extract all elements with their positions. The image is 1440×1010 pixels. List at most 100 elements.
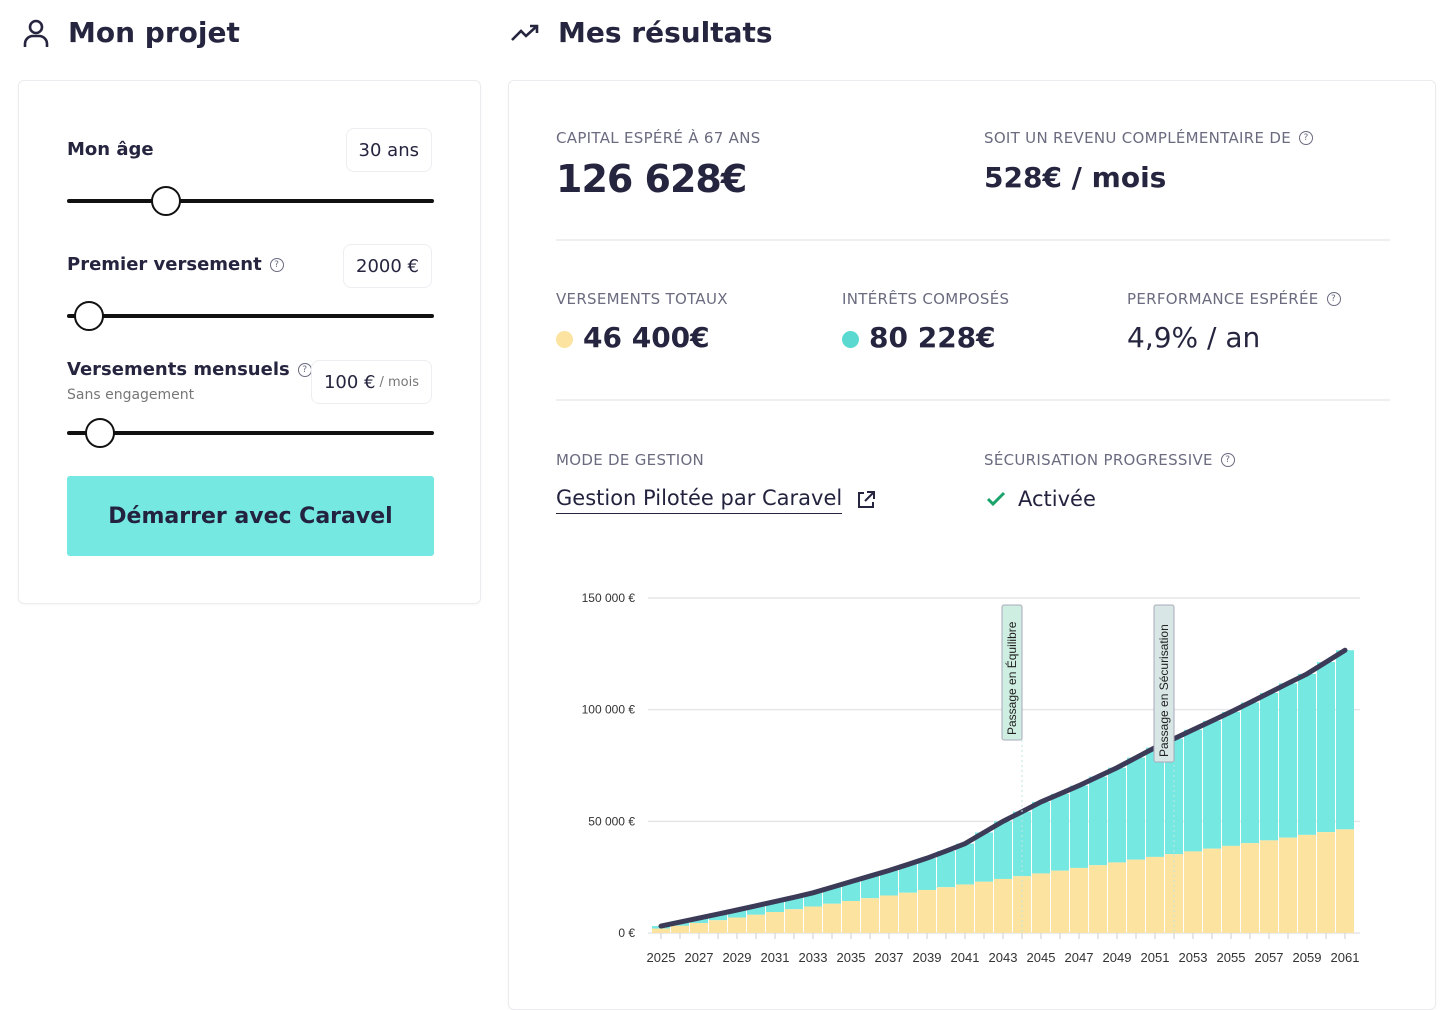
x-tick-label: 2051 — [1141, 950, 1170, 965]
bar-versements — [1184, 851, 1202, 933]
bar-versements — [1279, 837, 1297, 933]
bar-versements — [785, 909, 803, 933]
results-title: Mes résultats — [558, 16, 773, 49]
versements-mensuels-thumb[interactable] — [85, 418, 116, 448]
external-link-icon[interactable] — [856, 490, 876, 510]
bar-interets — [1279, 683, 1297, 838]
annotation-label: Passage en Sécurisation — [1157, 624, 1171, 757]
mode-text[interactable]: Gestion Pilotée par Caravel — [556, 486, 843, 514]
bar-interets — [1184, 729, 1202, 852]
bar-interets — [1336, 650, 1354, 830]
age-input[interactable]: 30 ans — [345, 128, 432, 172]
mensuels-value: 100 € — [323, 371, 376, 393]
x-tick-label: 2043 — [989, 950, 1018, 965]
premier-versement-input[interactable]: 2000 € — [343, 244, 432, 288]
mode-link[interactable]: Gestion Pilotée par Caravel — [556, 486, 876, 514]
x-tick-label: 2047 — [1065, 950, 1094, 965]
age-slider[interactable] — [67, 186, 434, 216]
bar-interets — [823, 887, 841, 904]
sans-engagement: Sans engagement — [67, 387, 195, 403]
bar-versements — [899, 892, 917, 933]
trending-up-icon — [511, 24, 539, 41]
age-label: Mon âge — [67, 139, 154, 160]
bar-versements — [1089, 865, 1107, 933]
x-tick-label: 2039 — [913, 950, 942, 965]
bar-versements — [994, 878, 1012, 933]
bar-versements — [823, 903, 841, 933]
versements-dot — [556, 330, 573, 348]
premier-versement-slider[interactable] — [67, 301, 434, 331]
x-tick-label: 2025 — [647, 950, 676, 965]
bar-interets — [937, 851, 955, 888]
bar-interets — [747, 905, 765, 915]
mode-label: MODE DE GESTION — [556, 451, 705, 469]
bar-interets — [1013, 811, 1031, 877]
total-line — [658, 647, 1348, 929]
bar-versements — [1203, 848, 1221, 933]
interets-dot — [842, 330, 859, 348]
capital-label: CAPITAL ESPÉRÉ À 67 ANS — [556, 129, 761, 147]
bar-interets — [1051, 793, 1069, 871]
bar-versements — [1146, 856, 1164, 933]
perf-label: PERFORMANCE ESPÉRÉE? — [1127, 290, 1341, 308]
premier-versement-thumb[interactable] — [74, 301, 105, 331]
annotation-box — [1001, 604, 1023, 741]
capital-value: 126 628€ — [556, 157, 747, 201]
bar-versements — [1241, 843, 1259, 933]
mes-resultats-header: Mes résultats — [510, 16, 773, 49]
bar-interets — [709, 914, 727, 921]
y-tick-label: 100 000 € — [582, 703, 636, 717]
bar-interets — [728, 909, 746, 918]
bar-versements — [652, 928, 670, 933]
premier-versement-label: Premier versement? — [67, 254, 284, 275]
x-tick-label: 2037 — [875, 950, 904, 965]
secu-label: SÉCURISATION PROGRESSIVE? — [984, 451, 1235, 469]
start-caravel-button[interactable]: Démarrer avec Caravel — [67, 476, 434, 556]
x-tick-label: 2045 — [1027, 950, 1056, 965]
help-icon[interactable]: ? — [1326, 292, 1341, 306]
bar-versements — [918, 889, 936, 933]
x-tick-label: 2031 — [761, 950, 790, 965]
annotation-box — [1153, 604, 1175, 763]
secu-status: Activée — [986, 487, 1096, 511]
x-tick-label: 2055 — [1217, 950, 1246, 965]
bar-versements — [709, 920, 727, 933]
bar-versements — [937, 887, 955, 933]
y-tick-label: 150 000 € — [582, 591, 636, 605]
perf-label-text: PERFORMANCE ESPÉRÉE — [1127, 290, 1319, 308]
bar-interets — [1260, 692, 1278, 841]
bar-versements — [1051, 870, 1069, 933]
bar-versements — [690, 923, 708, 933]
page-title: Mon projet — [68, 16, 240, 49]
bar-interets — [1317, 662, 1335, 833]
help-icon[interactable]: ? — [1220, 453, 1235, 467]
bar-versements — [671, 925, 689, 933]
secu-label-text: SÉCURISATION PROGRESSIVE — [984, 451, 1213, 469]
bar-interets — [918, 858, 936, 890]
bar-interets — [1146, 747, 1164, 857]
bar-interets — [1203, 720, 1221, 849]
x-tick-label: 2035 — [837, 950, 866, 965]
x-tick-label: 2033 — [799, 950, 828, 965]
secu-text: Activée — [1018, 487, 1096, 511]
bar-interets — [842, 881, 860, 901]
versements-mensuels-slider[interactable] — [67, 418, 434, 448]
bar-interets — [1108, 767, 1126, 863]
premier-versement-text: Premier versement — [67, 254, 262, 275]
bar-interets — [1032, 801, 1050, 874]
bar-versements — [728, 917, 746, 933]
age-slider-thumb[interactable] — [151, 186, 182, 216]
divider — [556, 399, 1390, 401]
mensuels-unit: / mois — [379, 374, 419, 390]
bar-interets — [1089, 776, 1107, 866]
bar-versements — [1127, 859, 1145, 933]
user-icon — [23, 19, 49, 47]
bar-versements — [880, 895, 898, 933]
x-tick-label: 2027 — [685, 950, 714, 965]
help-icon[interactable]: ? — [1298, 131, 1313, 145]
versements-mensuels-input[interactable]: 100 € / mois — [310, 360, 432, 404]
versements-label: VERSEMENTS TOTAUX — [556, 290, 728, 308]
revenu-label: SOIT UN REVENU COMPLÉMENTAIRE DE? — [984, 129, 1313, 147]
help-icon[interactable]: ? — [269, 257, 284, 272]
mon-projet-header: Mon projet — [22, 16, 240, 49]
